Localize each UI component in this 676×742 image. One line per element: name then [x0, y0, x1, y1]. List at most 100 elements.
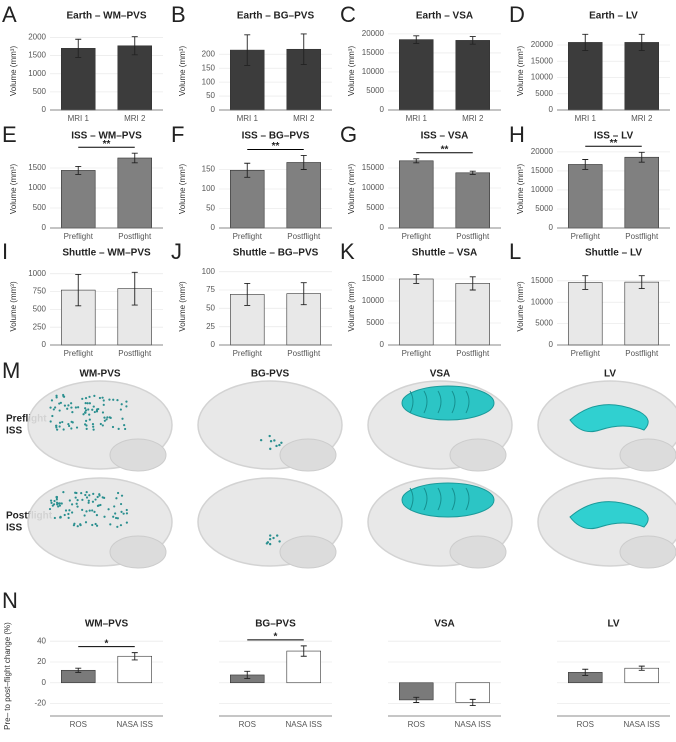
y-tick-label: 5000: [535, 204, 553, 213]
pvs-dot: [91, 408, 94, 411]
pvs-dot: [125, 508, 128, 512]
pvs-dot: [84, 402, 87, 405]
x-tick-label: MRI 1: [237, 114, 259, 123]
pvs-dot: [55, 495, 58, 499]
pvs-dot: [114, 516, 118, 520]
pvs-dot: [85, 419, 88, 422]
y-tick-label: 0: [380, 340, 385, 349]
error-bar: [638, 33, 645, 51]
pvs-dot: [268, 542, 272, 546]
pvs-dot: [59, 401, 62, 404]
pvs-dot: [269, 534, 272, 537]
error-bar: [75, 667, 82, 673]
y-tick-label: 250: [33, 322, 47, 331]
pvs-dot: [55, 501, 59, 504]
panel-letter: C: [340, 2, 356, 27]
brain-render: [27, 380, 173, 472]
pvs-dot: [83, 411, 87, 414]
pvs-dot: [109, 523, 112, 526]
pvs-dot: [120, 494, 124, 497]
pvs-dot: [259, 438, 263, 442]
bar: [398, 39, 434, 111]
pvs-dot: [107, 508, 110, 511]
pvs-dot: [67, 424, 71, 428]
error-bar: [469, 698, 476, 707]
pvs-dot: [53, 516, 56, 520]
y-tick-label: 15000: [362, 163, 385, 172]
y-tick-label: 0: [549, 223, 554, 232]
y-tick-label: 2000: [28, 33, 46, 42]
error-bar: [131, 652, 138, 661]
vsa-fold: [451, 390, 456, 414]
pvs-dot: [74, 406, 77, 409]
pvs-dot: [63, 404, 67, 407]
pvs-dot: [85, 496, 89, 499]
pvs-dot: [88, 509, 91, 512]
y-tick-label: 5000: [535, 89, 553, 98]
pvs-dot: [58, 504, 62, 507]
pvs-dot: [67, 422, 70, 426]
y-tick-label: 20000: [362, 29, 385, 38]
y-tick-label: 0: [211, 105, 216, 114]
pvs-dot: [70, 420, 73, 423]
x-tick-label: NASA ISS: [286, 720, 322, 729]
pvs-dot: [84, 407, 87, 410]
pvs-dot: [91, 422, 95, 426]
x-tick-label: Preflight: [571, 232, 601, 241]
pvs-dot: [79, 523, 82, 526]
chart-title: VSA: [434, 619, 455, 630]
pvs-dot: [70, 503, 74, 506]
bar: [398, 278, 434, 346]
pvs-dot: [81, 508, 84, 511]
pvs-dot: [113, 505, 116, 508]
y-tick-label: 50: [206, 91, 215, 100]
row-label: ISS: [6, 523, 22, 534]
significance-label: *: [274, 632, 278, 643]
y-tick-label: 0: [380, 105, 385, 114]
pvs-dot: [56, 428, 59, 431]
pvs-dot: [67, 404, 70, 407]
y-tick-label: 50: [206, 303, 215, 312]
pvs-dot: [108, 398, 111, 401]
pvs-dot: [85, 510, 88, 513]
pvs-dot: [62, 428, 65, 431]
panel-letter: B: [171, 2, 186, 27]
column-label: LV: [604, 369, 616, 380]
bar: [60, 48, 96, 111]
y-tick-label: 10000: [362, 183, 385, 192]
pvs-dot: [102, 403, 105, 406]
pvs-dot: [52, 503, 56, 506]
pvs-dot: [119, 408, 122, 411]
pvs-dot: [67, 512, 70, 516]
cerebellum: [109, 535, 167, 569]
pvs-dot: [101, 424, 104, 427]
pvs-dot: [97, 407, 100, 411]
y-tick-label: 150: [202, 165, 216, 174]
bar: [60, 170, 96, 229]
pvs-dot: [92, 425, 95, 428]
vsa-fold: [465, 487, 470, 511]
error-bar: [638, 665, 645, 671]
pvs-dot: [93, 394, 96, 397]
pvs-dot: [88, 418, 91, 421]
error-bar: [75, 165, 82, 175]
pvs-dot: [55, 498, 58, 501]
brain-render: [537, 380, 676, 472]
pvs-dot: [108, 416, 111, 419]
pvs-dot: [74, 496, 77, 499]
pvs-dot: [269, 440, 273, 443]
pvs-dot: [70, 427, 73, 430]
pvs-dot: [116, 525, 119, 528]
bar: [624, 42, 659, 111]
brain-render: [27, 477, 173, 569]
pvs-dot: [84, 397, 88, 400]
y-tick-label: 1500: [28, 51, 46, 60]
x-tick-label: Postflight: [625, 232, 659, 241]
pvs-dot: [61, 420, 64, 424]
y-tick-label: 5000: [366, 86, 384, 95]
y-tick-label: 15000: [531, 166, 554, 175]
pvs-dot: [92, 405, 95, 408]
x-tick-label: Preflight: [233, 349, 263, 358]
x-tick-label: Preflight: [64, 349, 94, 358]
